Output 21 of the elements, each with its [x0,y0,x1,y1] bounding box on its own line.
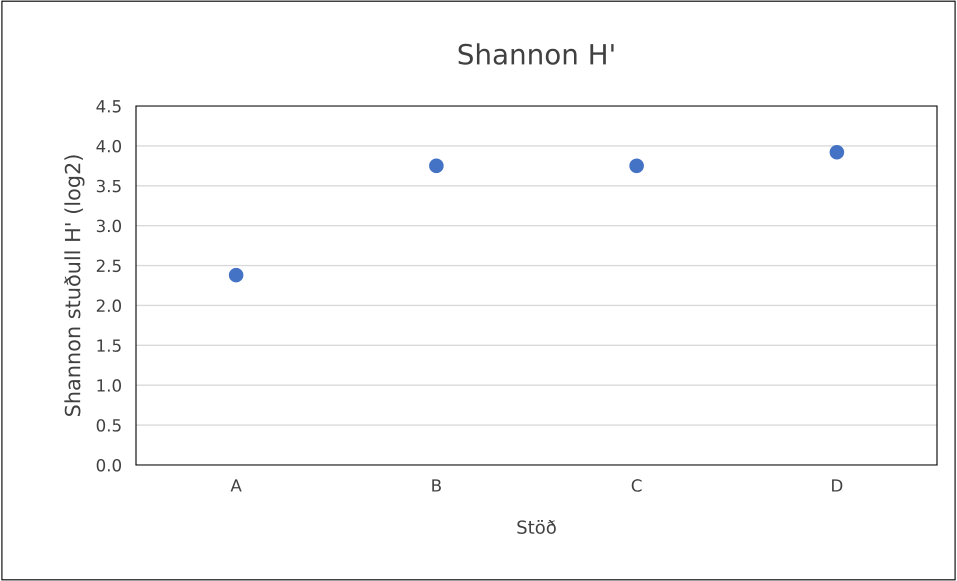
y-tick-label: 0.0 [96,458,122,472]
y-axis-title: Shannon stuðull H' (log2) [64,155,84,416]
x-tick-label: B [432,479,441,492]
y-tick-label: 1.0 [97,379,122,392]
x-tick-label: C [632,479,642,492]
x-axis-title: Stöð [517,520,556,534]
y-tick-label: 3.5 [96,180,121,192]
x-tick-label: D [832,479,842,492]
point [228,268,244,282]
y-tick-label: 3.0 [96,220,122,232]
chart-title: Shannon H' [458,43,614,65]
point [629,158,644,174]
y-tick-label: 2.5 [96,260,121,272]
point [429,158,444,174]
y-tick-label: 4.5 [96,100,121,113]
y-tick-label: 2.0 [96,299,122,312]
x-tick-label: A [230,479,242,492]
y-tick-label: 4.0 [96,140,122,152]
y-tick-label: 0.5 [96,419,121,432]
y-tick-label: 1.5 [97,340,121,352]
point [830,144,844,160]
